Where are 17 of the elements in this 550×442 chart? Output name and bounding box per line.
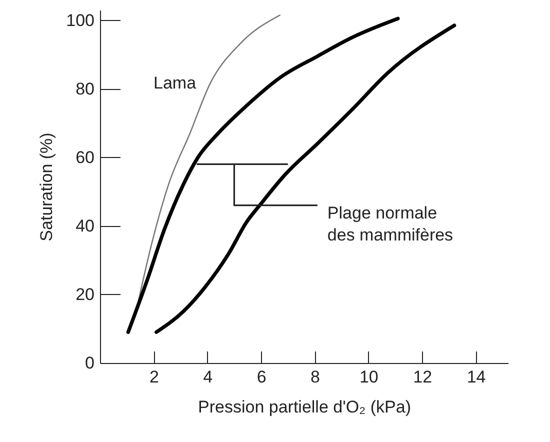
y-axis-title: Saturation (%) [37,132,56,242]
x-tick-label: 8 [310,368,320,386]
x-axis-title: Pression partielle d'O₂ (kPa) [198,398,411,416]
x-tick-label: 14 [466,368,486,386]
annotation: Plage normale des mammifères [327,203,454,244]
x-tick-label: 4 [203,368,213,386]
series-label: Lama [154,74,197,93]
y-tick-label: 20 [76,284,94,304]
x-tick-label: 2 [149,368,159,386]
y-tick-label: 80 [76,79,94,98]
x-tick-label: 12 [413,368,432,386]
y-tick-label: 60 [76,148,94,167]
x-tick-label: 10 [359,368,378,386]
x-tick-label: 6 [256,368,266,386]
y-tick-label: 100 [66,10,94,30]
y-tick-label: 0 [85,354,94,372]
y-tick-label: 40 [76,216,94,236]
